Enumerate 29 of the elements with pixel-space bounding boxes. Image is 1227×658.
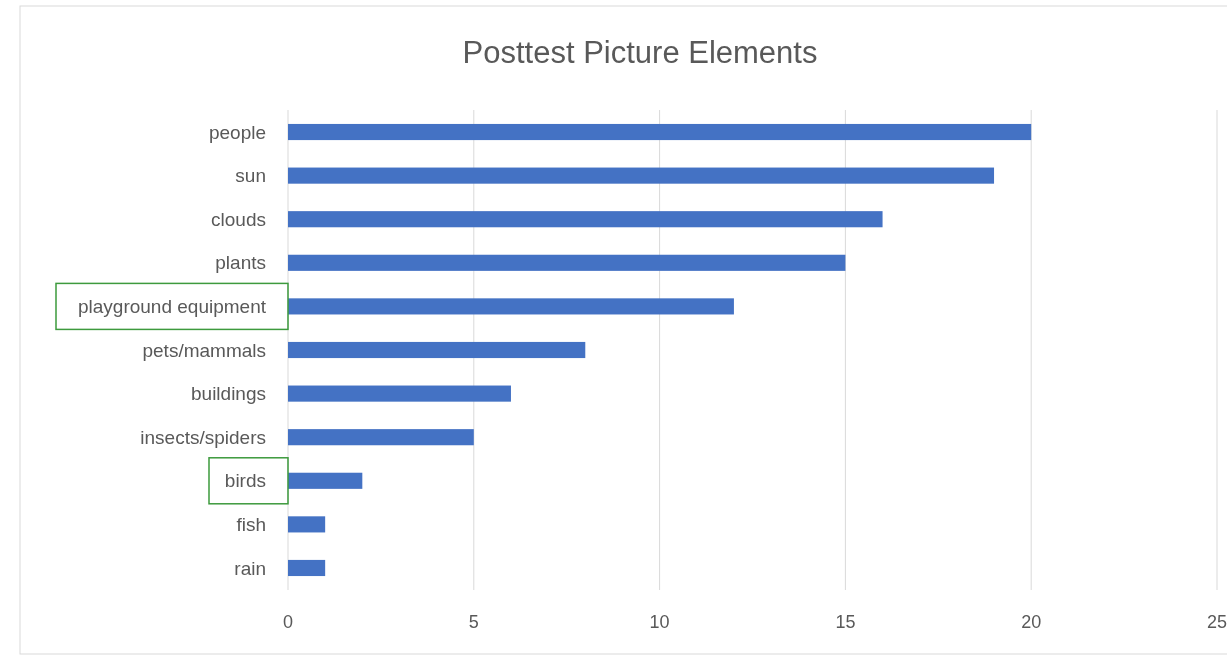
x-tick-label: 25 [1206,612,1227,632]
bar [288,167,995,184]
bar [288,254,846,271]
y-tick-label: pets/mammals [142,339,266,361]
bar [288,472,363,489]
y-tick-label: buildings [191,383,266,405]
y-tick-label: playground equipment [77,296,267,318]
y-tick-label: plants [215,252,266,274]
y-tick-label: sun [235,165,266,187]
x-tick-label: 15 [835,612,856,632]
x-tick-label: 5 [468,612,479,632]
bar [288,341,586,359]
y-tick-label: clouds [211,208,266,230]
bar [288,211,883,228]
bar [288,298,734,315]
y-tick-label: rain [234,557,266,579]
bar [288,559,326,577]
bar [288,123,1032,141]
y-tick-label: birds [224,470,266,492]
bar [288,429,474,446]
y-tick-label: fish [236,514,266,536]
x-tick-label: 20 [1021,612,1042,632]
bar [288,516,326,533]
bar [288,385,511,402]
chart-title: Posttest Picture Elements [462,35,818,70]
y-tick-label: insects/spiders [140,426,266,448]
y-tick-label: people [208,121,266,143]
x-tick-label: 0 [282,612,294,632]
x-tick-label: 10 [649,612,670,632]
